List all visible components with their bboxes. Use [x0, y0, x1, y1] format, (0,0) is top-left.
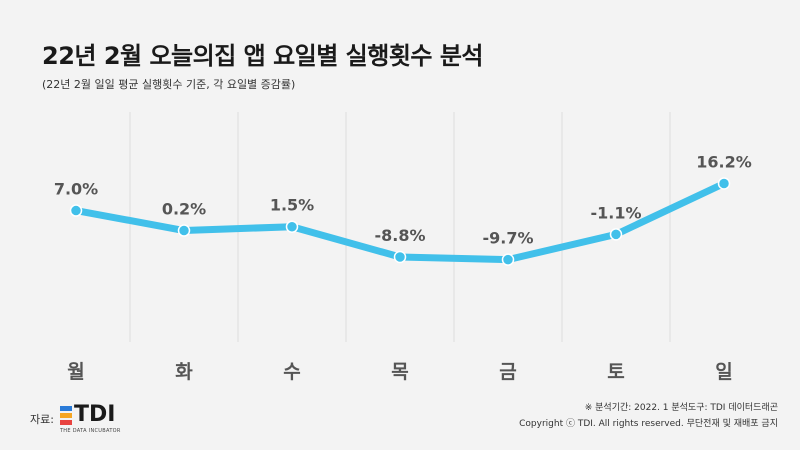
copyright: Copyright ⓒ TDI. All rights reserved. 무단…: [519, 419, 778, 429]
logo-text: TDI: [73, 402, 116, 427]
data-point: [501, 253, 515, 266]
data-label: 1.5%: [270, 196, 314, 215]
source-label: 자료:: [30, 413, 54, 426]
source-block: 자료: TDI THE DATA INCUBATOR: [30, 402, 121, 435]
footer-notes: ※ 분석기간: 2022. 1 분석도구: TDI 데이터드래곤 Copyrig…: [519, 400, 778, 432]
data-label: -9.7%: [482, 229, 533, 248]
x-tick-label: 화: [175, 361, 193, 383]
x-tick-label: 수: [283, 361, 300, 383]
logo-bars-icon: [59, 405, 72, 425]
tdi-logo: TDI THE DATA INCUBATOR: [59, 402, 121, 434]
x-tick-label: 목: [391, 361, 408, 383]
data-label: 16.2%: [696, 153, 752, 172]
data-point: [177, 224, 191, 237]
data-point: [717, 177, 731, 190]
chart-title: 22년 2월 오늘의집 앱 요일별 실행횟수 분석: [42, 42, 484, 70]
data-point: [69, 204, 83, 217]
x-tick-label: 일: [715, 361, 732, 383]
analysis-period: ※ 분석기간: 2022. 1 분석도구: TDI 데이터드래곤: [584, 403, 778, 413]
data-label: 7.0%: [54, 180, 98, 199]
data-point: [609, 228, 623, 241]
data-label: -8.8%: [374, 226, 425, 245]
data-label: 0.2%: [162, 200, 206, 219]
data-label: -1.1%: [590, 203, 641, 222]
x-tick-label: 토: [607, 361, 624, 383]
data-point: [393, 250, 407, 264]
chart-subtitle: (22년 2월 일일 평균 실행횟수 기준, 각 요일별 증감률): [42, 78, 296, 91]
logo-subtext: THE DATA INCUBATOR: [59, 428, 121, 434]
x-tick-label: 금: [499, 361, 516, 383]
data-point: [285, 220, 299, 233]
x-tick-label: 월: [67, 361, 84, 383]
